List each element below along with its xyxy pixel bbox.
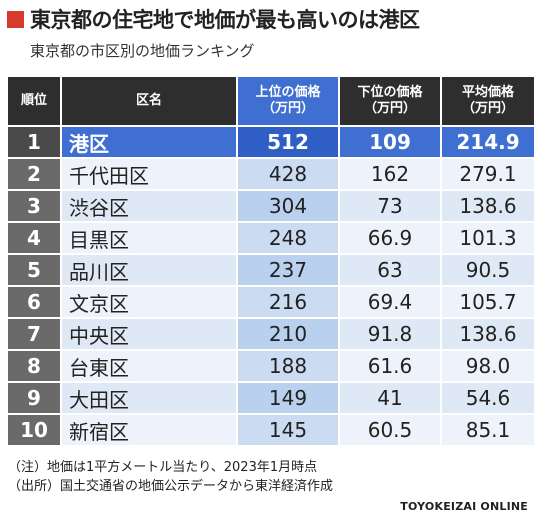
header-lower-price: 下位の価格 （万円）: [340, 77, 440, 125]
source-note: （出所）国土交通省の地価公示データから東洋経済作成: [8, 479, 334, 494]
lower-price-cell: 41: [340, 383, 440, 413]
ward-name-cell: 目黒区: [62, 223, 236, 253]
lower-price-cell: 63: [340, 255, 440, 285]
footnote: （注）地価は1平方メートル当たり、2023年1月時点: [8, 460, 318, 475]
table-row: 2 千代田区 428 162 279.1: [8, 159, 534, 189]
publisher-credit: TOYOKEIZAI ONLINE: [400, 500, 528, 513]
table-header-row: 順位 区名 上位の価格 （万円） 下位の価格 （万円） 平均価格 （万円）: [8, 77, 534, 125]
rank-cell: 7: [8, 319, 60, 349]
header-rank: 順位: [8, 77, 60, 125]
lower-price-cell: 69.4: [340, 287, 440, 317]
average-price-cell: 85.1: [442, 415, 534, 445]
rank-cell: 1: [8, 127, 60, 157]
rank-cell: 2: [8, 159, 60, 189]
average-price-cell: 90.5: [442, 255, 534, 285]
header-ward-name: 区名: [62, 77, 236, 125]
ward-name-cell: 新宿区: [62, 415, 236, 445]
average-price-cell: 101.3: [442, 223, 534, 253]
table-row: 6 文京区 216 69.4 105.7: [8, 287, 534, 317]
rank-cell: 4: [8, 223, 60, 253]
table-row: 9 大田区 149 41 54.6: [8, 383, 534, 413]
rank-cell: 5: [8, 255, 60, 285]
upper-price-cell: 145: [238, 415, 338, 445]
average-price-cell: 98.0: [442, 351, 534, 381]
lower-price-cell: 109: [340, 127, 440, 157]
ward-name-cell: 品川区: [62, 255, 236, 285]
lower-price-cell: 91.8: [340, 319, 440, 349]
chart-title: 東京都の住宅地で地価が最も高いのは港区: [30, 8, 420, 32]
table-row: 4 目黒区 248 66.9 101.3: [8, 223, 534, 253]
upper-price-cell: 304: [238, 191, 338, 221]
title-row: 東京都の住宅地で地価が最も高いのは港区: [7, 6, 420, 32]
upper-price-cell: 188: [238, 351, 338, 381]
ward-name-cell: 中央区: [62, 319, 236, 349]
lower-price-cell: 66.9: [340, 223, 440, 253]
ward-name-cell: 千代田区: [62, 159, 236, 189]
ward-name-cell: 港区: [62, 127, 236, 157]
average-price-cell: 138.6: [442, 319, 534, 349]
upper-price-cell: 512: [238, 127, 338, 157]
ward-name-cell: 大田区: [62, 383, 236, 413]
upper-price-cell: 149: [238, 383, 338, 413]
table-row: 8 台東区 188 61.6 98.0: [8, 351, 534, 381]
header-upper-price: 上位の価格 （万円）: [238, 77, 338, 125]
lower-price-cell: 61.6: [340, 351, 440, 381]
upper-price-cell: 248: [238, 223, 338, 253]
ward-name-cell: 文京区: [62, 287, 236, 317]
title-accent-square: [7, 10, 24, 28]
ranking-table: 順位 区名 上位の価格 （万円） 下位の価格 （万円） 平均価格 （万円） 1 港区 51…: [6, 75, 536, 447]
average-price-cell: 214.9: [442, 127, 534, 157]
table-row: 5 品川区 237 63 90.5: [8, 255, 534, 285]
ward-name-cell: 台東区: [62, 351, 236, 381]
table-body: 1 港区 512 109 214.9 2 千代田区 428 162 279.1 3 渋谷区 304 73 1…: [8, 127, 534, 445]
table-row: 10 新宿区 145 60.5 85.1: [8, 415, 534, 445]
ward-name-cell: 渋谷区: [62, 191, 236, 221]
average-price-cell: 54.6: [442, 383, 534, 413]
upper-price-cell: 237: [238, 255, 338, 285]
rank-cell: 9: [8, 383, 60, 413]
lower-price-cell: 73: [340, 191, 440, 221]
lower-price-cell: 162: [340, 159, 440, 189]
upper-price-cell: 428: [238, 159, 338, 189]
average-price-cell: 105.7: [442, 287, 534, 317]
rank-cell: 10: [8, 415, 60, 445]
header-average-price: 平均価格 （万円）: [442, 77, 534, 125]
average-price-cell: 279.1: [442, 159, 534, 189]
average-price-cell: 138.6: [442, 191, 534, 221]
table-row: 1 港区 512 109 214.9: [8, 127, 534, 157]
upper-price-cell: 210: [238, 319, 338, 349]
lower-price-cell: 60.5: [340, 415, 440, 445]
rank-cell: 3: [8, 191, 60, 221]
chart-subtitle: 東京都の市区別の地価ランキング: [30, 42, 255, 60]
upper-price-cell: 216: [238, 287, 338, 317]
table-row: 7 中央区 210 91.8 138.6: [8, 319, 534, 349]
rank-cell: 6: [8, 287, 60, 317]
rank-cell: 8: [8, 351, 60, 381]
table-row: 3 渋谷区 304 73 138.6: [8, 191, 534, 221]
